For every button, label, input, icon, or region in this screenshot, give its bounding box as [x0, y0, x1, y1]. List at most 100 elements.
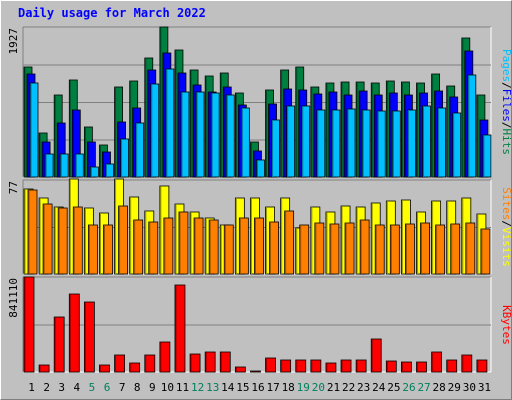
legend-part: Sites: [500, 187, 512, 220]
day-label-22: 22: [342, 381, 355, 394]
bar-sites-day-27: [420, 222, 430, 275]
panel-visits-sites-legend: Sites/Visits: [500, 187, 512, 267]
day-label-18: 18: [282, 381, 295, 394]
bar-pages-day-25: [391, 110, 401, 178]
bar-pages-day-23-fill: [361, 109, 371, 178]
bar-kbytes-day-10-fill: [159, 341, 171, 373]
panel-kbytes-legend: KBytes: [500, 305, 512, 345]
bar-pages-day-17: [271, 119, 280, 178]
bar-kbytes-day-29-fill: [446, 359, 458, 373]
bar-sites-day-29-fill: [450, 223, 461, 275]
bar-pages-day-3: [59, 153, 69, 178]
day-label-2: 2: [43, 381, 50, 394]
day-label-31: 31: [478, 381, 491, 394]
bar-kbytes-day-23-fill: [355, 359, 367, 373]
bar-kbytes-day-11: [174, 284, 186, 373]
legend-part: /: [500, 82, 512, 89]
bar-sites-day-11-fill: [178, 211, 189, 275]
bar-pages-day-7: [120, 138, 129, 178]
bar-kbytes-day-13: [204, 351, 216, 373]
bar-kbytes-day-23: [355, 359, 367, 373]
bar-kbytes-day-11-fill: [174, 284, 186, 373]
bar-pages-day-16: [256, 159, 265, 178]
panel-hits-files-pages-max-label: 1927: [7, 28, 20, 55]
bar-pages-day-2-fill: [44, 153, 54, 178]
bar-sites-day-25-fill: [389, 224, 400, 275]
bar-sites-day-1-fill: [27, 189, 38, 275]
bar-kbytes-day-20-fill: [310, 359, 322, 373]
bar-sites-day-12: [193, 217, 204, 275]
bar-pages-day-15-fill: [240, 107, 250, 178]
bar-pages-day-31: [482, 134, 492, 178]
bar-pages-day-3-fill: [59, 153, 69, 178]
bar-kbytes-day-30: [461, 354, 473, 373]
bar-kbytes-day-2: [38, 364, 50, 373]
bar-kbytes-day-5: [83, 301, 95, 373]
bar-sites-day-9: [148, 221, 159, 275]
chart-title: Daily usage for March 2022: [18, 6, 206, 20]
bar-sites-day-30-fill: [465, 222, 476, 275]
bar-pages-day-15: [240, 107, 250, 178]
bar-pages-day-1: [29, 82, 39, 178]
day-label-15: 15: [236, 381, 249, 394]
bar-pages-day-4: [74, 153, 84, 178]
bar-sites-day-20-fill: [314, 222, 325, 275]
bar-sites-day-17: [269, 221, 279, 275]
bar-pages-day-2: [44, 153, 54, 178]
bar-kbytes-day-21: [325, 362, 337, 373]
bar-kbytes-day-28: [431, 351, 443, 373]
bar-kbytes-day-3-fill: [53, 316, 65, 373]
bar-pages-day-4-fill: [74, 153, 84, 178]
bar-sites-day-26: [405, 223, 415, 275]
bar-pages-day-30-fill: [467, 74, 477, 178]
bar-pages-day-9-fill: [150, 83, 160, 178]
bar-kbytes-day-18-fill: [280, 359, 292, 373]
bar-sites-day-20: [314, 222, 325, 275]
day-label-5: 5: [89, 381, 96, 394]
bar-pages-day-25-fill: [391, 110, 401, 178]
bar-sites-day-6: [103, 224, 113, 275]
bar-kbytes-day-3: [53, 316, 65, 373]
bar-kbytes-day-15: [234, 366, 246, 373]
day-label-3: 3: [58, 381, 65, 394]
bar-pages-day-19-fill: [301, 105, 311, 178]
bar-kbytes-day-10: [159, 341, 171, 373]
bar-sites-day-17-fill: [269, 221, 279, 275]
day-label-30: 30: [463, 381, 476, 394]
bar-kbytes-day-24-fill: [370, 338, 382, 373]
bar-kbytes-day-5-fill: [83, 301, 95, 373]
day-label-14: 14: [221, 381, 235, 394]
day-label-16: 16: [251, 381, 264, 394]
bar-sites-day-13: [208, 219, 219, 275]
bar-sites-day-23-fill: [359, 219, 370, 275]
bar-kbytes-day-12-fill: [189, 353, 201, 373]
panel-hits-files-pages-legend: Pages/Files/Hits: [500, 49, 512, 155]
bar-sites-day-25: [389, 224, 400, 275]
bar-pages-day-12: [195, 91, 205, 178]
bar-kbytes-day-7: [114, 354, 125, 373]
bar-pages-day-31-fill: [482, 134, 492, 178]
bar-kbytes-day-15-fill: [234, 366, 246, 373]
day-label-17: 17: [266, 381, 279, 394]
bar-kbytes-day-19-fill: [295, 359, 307, 373]
bar-sites-day-21: [329, 223, 340, 275]
bar-kbytes-day-27-fill: [416, 361, 427, 373]
bar-kbytes-day-30-fill: [461, 354, 473, 373]
bar-kbytes-day-17-fill: [265, 357, 276, 373]
day-label-27: 27: [417, 381, 430, 394]
bar-sites-day-18-fill: [284, 210, 295, 275]
bar-sites-day-2-fill: [42, 203, 53, 275]
day-label-6: 6: [104, 381, 111, 394]
bar-sites-day-12-fill: [193, 217, 204, 275]
bar-kbytes-day-13-fill: [204, 351, 216, 373]
bar-sites-day-29: [450, 223, 461, 275]
bar-pages-day-5-fill: [89, 166, 99, 178]
bar-kbytes-day-28-fill: [431, 351, 443, 373]
bar-kbytes-day-19: [295, 359, 307, 373]
bar-sites-day-8-fill: [133, 219, 144, 275]
bar-kbytes-day-22-fill: [340, 359, 352, 373]
bar-sites-day-24: [374, 224, 385, 275]
legend-part: Files: [500, 89, 512, 122]
